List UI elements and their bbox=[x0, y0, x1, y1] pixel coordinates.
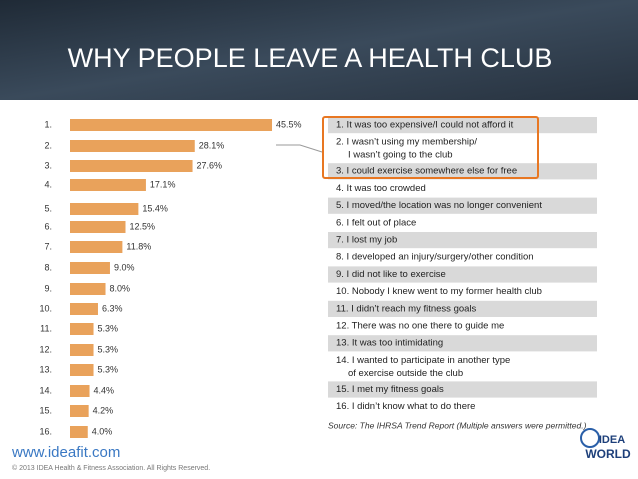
category-label: 15. bbox=[39, 405, 52, 415]
row-text: 13. It was too intimidating bbox=[336, 338, 443, 349]
bar bbox=[70, 140, 195, 152]
bar bbox=[70, 405, 89, 417]
row-text: 6. I felt out of place bbox=[336, 217, 416, 228]
value-label: 5.3% bbox=[98, 364, 119, 374]
table-row bbox=[328, 180, 597, 197]
source: Source: The IHRSA Trend Report (Multiple… bbox=[328, 420, 587, 430]
bar bbox=[70, 426, 88, 438]
category-label: 14. bbox=[39, 385, 52, 395]
table-row bbox=[328, 335, 597, 352]
category-label: 13. bbox=[39, 364, 52, 374]
category-label: 6. bbox=[44, 221, 52, 231]
header bbox=[0, 0, 638, 100]
logo-text: IDEA bbox=[599, 434, 625, 446]
bar bbox=[70, 323, 94, 335]
table-row bbox=[328, 197, 597, 214]
connector bbox=[276, 144, 323, 153]
row-text: 8. I developed an injury/surgery/other c… bbox=[336, 252, 534, 263]
row-text: 5. I moved/the location was no longer co… bbox=[336, 200, 542, 211]
value-label: 4.0% bbox=[92, 426, 113, 436]
value-label: 15.4% bbox=[142, 203, 168, 213]
category-label: 3. bbox=[44, 160, 52, 170]
row-text: of exercise outside the club bbox=[348, 368, 463, 379]
table-row bbox=[328, 283, 597, 300]
bar bbox=[70, 344, 94, 356]
category-label: 9. bbox=[44, 283, 52, 293]
bar bbox=[70, 241, 123, 253]
table-row bbox=[328, 249, 597, 266]
bar bbox=[70, 303, 98, 315]
table-row bbox=[328, 266, 597, 283]
bar bbox=[70, 262, 110, 274]
table-row bbox=[328, 117, 597, 134]
row-text: 12. There was no one there to guide me bbox=[336, 321, 504, 332]
value-label: 5.3% bbox=[98, 323, 119, 333]
table-row bbox=[328, 318, 597, 335]
row-text: 11. I didn’t reach my fitness goals bbox=[336, 303, 477, 314]
copyright: © 2013 IDEA Health & Fitness Association… bbox=[12, 464, 210, 472]
bar bbox=[70, 283, 106, 295]
category-label: 11. bbox=[40, 323, 52, 333]
row-text: 9. I did not like to exercise bbox=[336, 269, 446, 280]
row-text: 7. I lost my job bbox=[336, 235, 397, 246]
value-label: 27.6% bbox=[197, 160, 223, 170]
row-text: 2. I wasn’t using my membership/ bbox=[336, 137, 477, 148]
value-label: 4.2% bbox=[93, 405, 114, 415]
table-row bbox=[328, 300, 597, 317]
website: www.ideafit.com bbox=[11, 444, 120, 461]
bar bbox=[70, 221, 126, 233]
row-text: 1. It was too expensive/I could not affo… bbox=[336, 120, 514, 131]
title: WHY PEOPLE LEAVE A HEALTH CLUB bbox=[68, 43, 553, 73]
category-label: 1. bbox=[44, 119, 52, 129]
bar bbox=[70, 160, 193, 172]
value-label: 11.8% bbox=[126, 241, 151, 251]
category-label: 7. bbox=[44, 241, 52, 251]
table-row bbox=[328, 398, 597, 415]
value-label: 8.0% bbox=[110, 283, 131, 293]
table-row bbox=[328, 163, 597, 180]
table-row bbox=[328, 352, 597, 381]
category-label: 5. bbox=[44, 203, 52, 213]
value-label: 45.5% bbox=[276, 119, 302, 129]
category-label: 10. bbox=[39, 303, 52, 313]
row-text: 4. It was too crowded bbox=[336, 183, 426, 194]
value-label: 9.0% bbox=[114, 262, 135, 272]
bar bbox=[70, 119, 273, 131]
category-label: 12. bbox=[39, 344, 52, 354]
table-row bbox=[328, 214, 597, 231]
row-text: 3. I could exercise somewhere else for f… bbox=[336, 166, 517, 177]
logo: IDEA WORLD bbox=[580, 428, 631, 461]
value-label: 12.5% bbox=[130, 221, 156, 231]
bar bbox=[70, 203, 139, 215]
table-row bbox=[328, 381, 597, 398]
bar bbox=[70, 385, 90, 397]
value-label: 6.3% bbox=[102, 303, 123, 313]
bar bbox=[70, 364, 94, 376]
table-row bbox=[328, 134, 597, 163]
highlight-box bbox=[322, 116, 539, 179]
value-label: 4.4% bbox=[94, 385, 115, 395]
row-text: 16. I didn’t know what to do there bbox=[336, 401, 475, 412]
category-label: 8. bbox=[44, 262, 52, 272]
row-text: 10. Nobody I knew went to my former heal… bbox=[336, 286, 542, 297]
category-label: 4. bbox=[44, 179, 52, 189]
category-label: 2. bbox=[44, 140, 52, 150]
bar bbox=[70, 179, 146, 191]
row-text: I wasn’t going to the club bbox=[348, 150, 453, 161]
logo-mark bbox=[580, 428, 600, 448]
logo-text: WORLD bbox=[585, 447, 631, 461]
table-row bbox=[328, 232, 597, 249]
row-text: 15. I met my fitness goals bbox=[336, 384, 444, 395]
value-label: 17.1% bbox=[150, 179, 176, 189]
value-label: 28.1% bbox=[199, 140, 225, 150]
row-text: 14. I wanted to participate in another t… bbox=[336, 355, 510, 366]
value-label: 5.3% bbox=[98, 344, 119, 354]
category-label: 16. bbox=[39, 426, 52, 436]
